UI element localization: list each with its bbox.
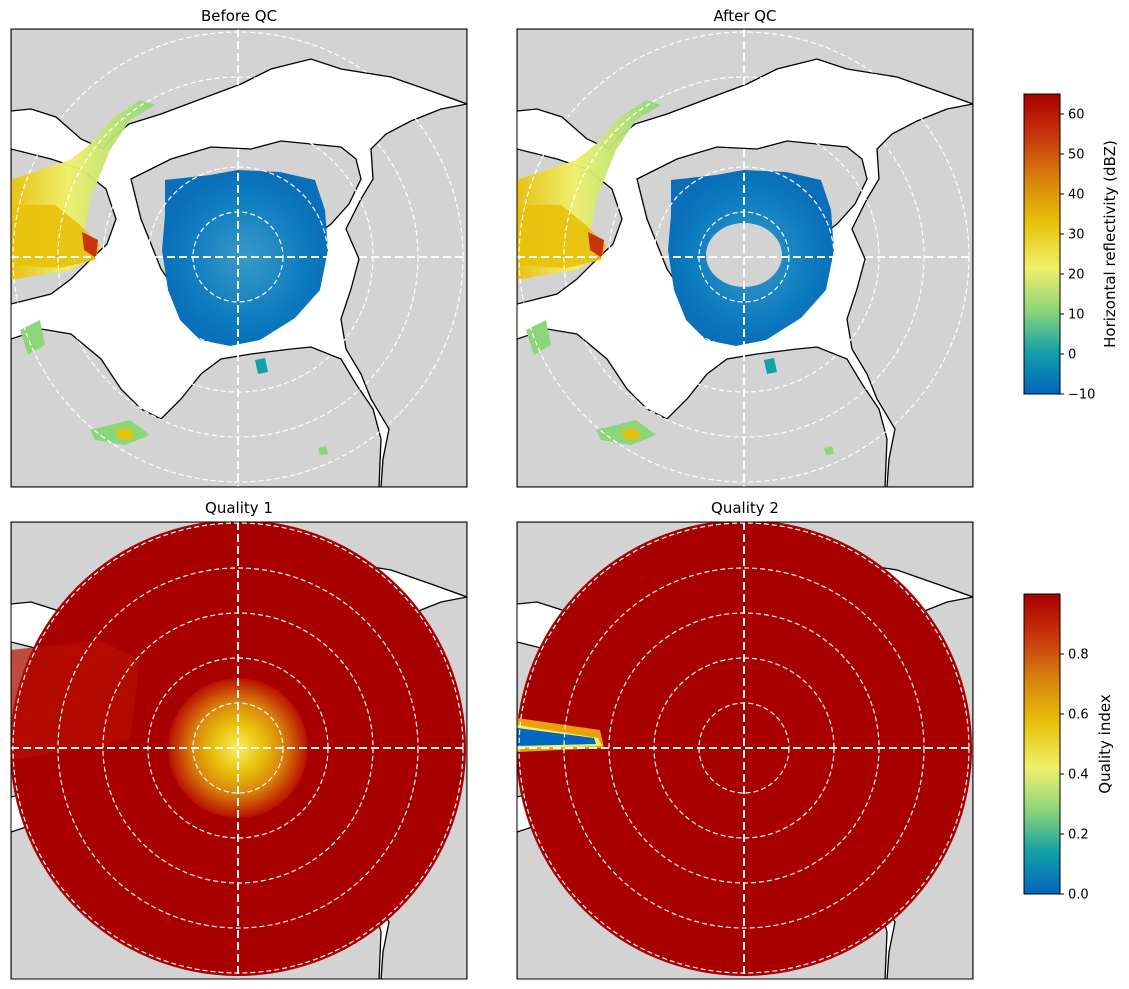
- colorbar-quality: 0.0 0.2 0.4 0.6 0.8 Quality index: [1023, 593, 1114, 903]
- colorbar-tick-label: 0.8: [1068, 648, 1089, 663]
- panel-title: Before QC: [201, 7, 277, 25]
- colorbar-tick-label: 0.0: [1068, 888, 1089, 903]
- colorbar-tick-label: 0.6: [1068, 708, 1089, 723]
- panel-title: Quality 2: [711, 499, 779, 517]
- colorbar-tick-label: 40: [1068, 188, 1085, 203]
- panel-title: After QC: [713, 7, 776, 25]
- colorbar-label: Horizontal reflectivity (dBZ): [1101, 140, 1119, 348]
- colorbar-reflectivity: −10 0 10 20 30 40 50 60 Horizontal reflectivity…: [1023, 93, 1119, 403]
- colorbar-tick-label: −10: [1068, 388, 1095, 403]
- panel-before-qc: Before QC: [10, 7, 468, 488]
- panel-quality-2: Quality 2: [516, 499, 974, 980]
- panel-after-qc: After QC: [516, 7, 974, 488]
- colorbar-tick-label: 10: [1068, 308, 1085, 323]
- colorbar-tick-label: 60: [1068, 108, 1085, 123]
- colorbar-label: Quality index: [1096, 694, 1114, 794]
- colorbar-tick-label: 0.2: [1068, 828, 1089, 843]
- panel-quality-1: Quality 1: [10, 499, 468, 980]
- colorbar-tick-label: 30: [1068, 228, 1085, 243]
- colorbar-tick-label: 0: [1068, 348, 1076, 363]
- colorbar-tick-label: 0.4: [1068, 768, 1089, 783]
- colorbar-tick-label: 50: [1068, 148, 1085, 163]
- colorbar-tick-label: 20: [1068, 268, 1085, 283]
- panel-title: Quality 1: [205, 499, 273, 517]
